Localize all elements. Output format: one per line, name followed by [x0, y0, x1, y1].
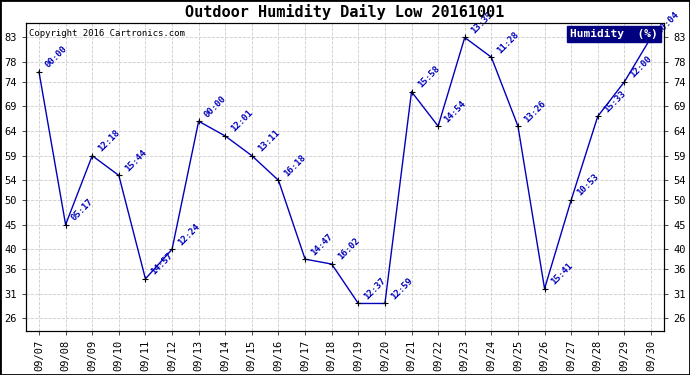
Text: 14:47: 14:47: [309, 232, 335, 257]
Text: 14:54: 14:54: [442, 99, 468, 124]
Text: 00:00: 00:00: [43, 45, 68, 70]
Text: Humidity  (%): Humidity (%): [570, 29, 658, 39]
Text: 15:44: 15:44: [123, 148, 148, 173]
Text: Copyright 2016 Cartronics.com: Copyright 2016 Cartronics.com: [29, 29, 185, 38]
Text: 13:26: 13:26: [522, 99, 547, 124]
Text: 15:33: 15:33: [602, 89, 627, 114]
Text: 13:11: 13:11: [256, 128, 282, 153]
Text: 12:01: 12:01: [230, 108, 255, 134]
Text: 11:28: 11:28: [495, 30, 521, 55]
Text: 12:00: 12:00: [629, 54, 654, 80]
Text: 16:18: 16:18: [283, 153, 308, 178]
Text: 10:53: 10:53: [575, 172, 601, 198]
Text: 15:58: 15:58: [415, 64, 441, 90]
Text: 12:37: 12:37: [362, 276, 388, 301]
Text: 16:02: 16:02: [336, 237, 362, 262]
Text: 12:24: 12:24: [176, 222, 201, 247]
Text: 00:04: 00:04: [656, 10, 680, 35]
Text: 05:17: 05:17: [70, 197, 95, 222]
Text: 15:41: 15:41: [549, 261, 574, 286]
Title: Outdoor Humidity Daily Low 20161001: Outdoor Humidity Daily Low 20161001: [186, 4, 504, 20]
Text: 13:35: 13:35: [469, 10, 494, 35]
Text: 12:59: 12:59: [389, 276, 415, 301]
Text: 14:57: 14:57: [150, 251, 175, 277]
Text: 12:18: 12:18: [97, 128, 121, 153]
Text: 00:00: 00:00: [203, 94, 228, 119]
